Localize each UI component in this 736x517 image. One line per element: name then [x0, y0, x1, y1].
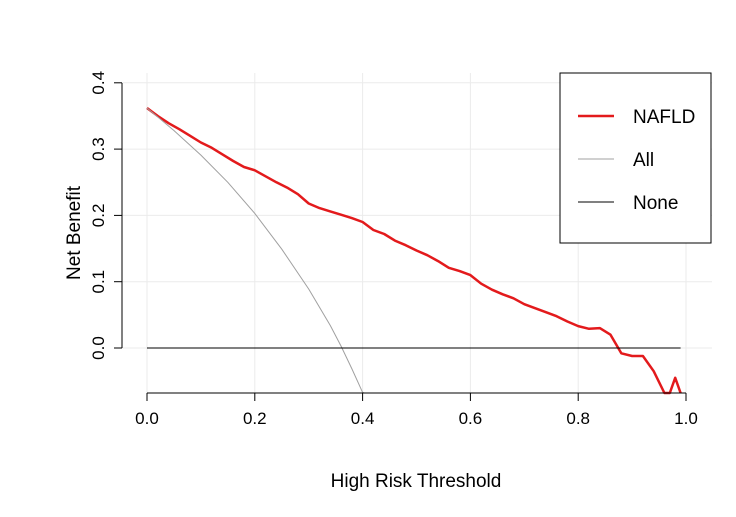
legend-label-nafld: NAFLD — [633, 107, 695, 128]
legend-label-none: None — [633, 193, 678, 214]
y-tick-label-1: 0.1 — [89, 270, 108, 294]
y-tick-label-4: 0.4 — [89, 71, 108, 95]
plot-series — [146, 106, 682, 395]
x-tick-label-4: 0.8 — [566, 409, 590, 428]
series-line-nafld — [146, 106, 682, 395]
x-tick-label-0: 0.0 — [135, 409, 159, 428]
x-tick-label-5: 1.0 — [674, 409, 698, 428]
x-tick-label-2: 0.4 — [351, 409, 375, 428]
y-axis-title: Net Benefit — [64, 185, 85, 280]
y-tick-label-3: 0.3 — [89, 137, 108, 161]
y-axis-ticks: 0.0 0.1 0.2 0.3 0.4 — [89, 71, 122, 360]
y-tick-label-2: 0.2 — [89, 204, 108, 228]
y-tick-label-0: 0.0 — [89, 336, 108, 360]
x-tick-label-3: 0.6 — [459, 409, 483, 428]
x-axis-ticks: 0.0 0.2 0.4 0.6 0.8 1.0 — [135, 393, 698, 428]
x-axis-title: High Risk Threshold — [331, 471, 502, 492]
x-tick-label-1: 0.2 — [243, 409, 267, 428]
series-line-all — [146, 107, 365, 394]
legend-label-all: All — [633, 150, 654, 171]
legend-box — [559, 72, 712, 244]
legend: NAFLD All None — [559, 72, 712, 244]
